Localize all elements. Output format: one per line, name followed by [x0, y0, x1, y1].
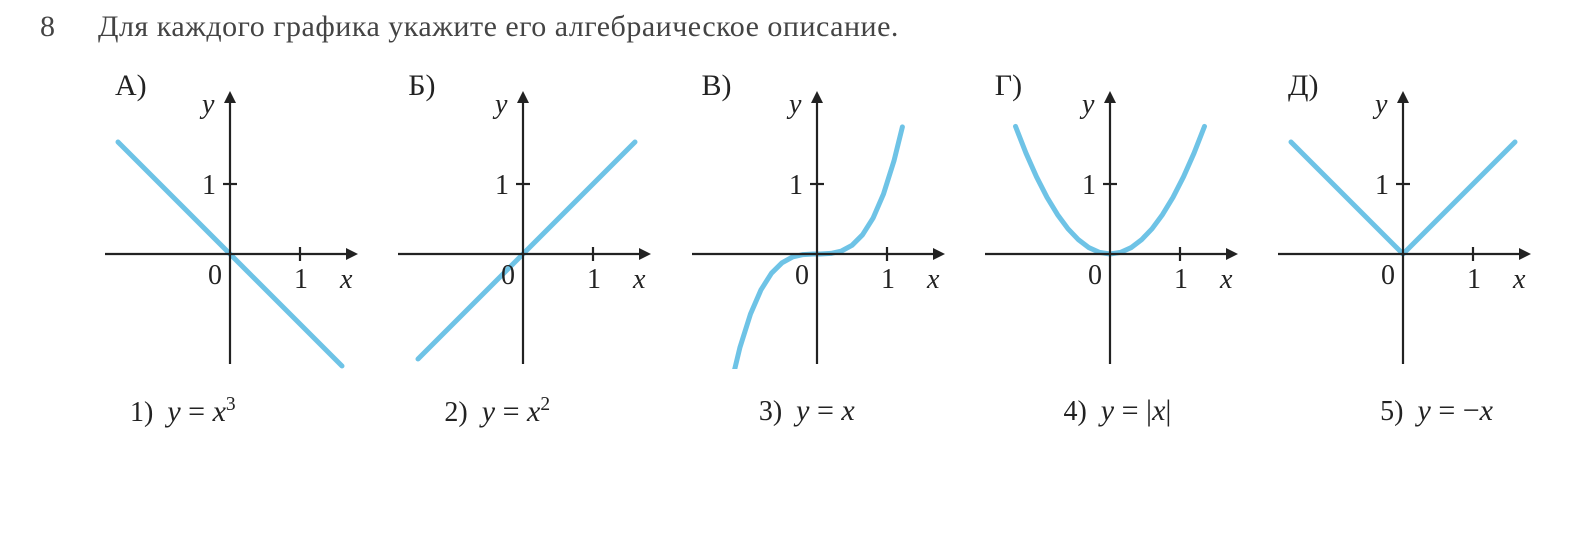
svg-text:1: 1	[881, 264, 895, 295]
svg-text:y: y	[492, 89, 508, 120]
svg-text:1: 1	[202, 170, 216, 201]
plot-A: А)011xy	[90, 69, 370, 369]
svg-text:y: y	[1372, 89, 1388, 120]
plot-svg-G: 011xy	[980, 89, 1240, 369]
answer-option: 4)y = |x|	[1063, 394, 1171, 429]
svg-text:x: x	[1219, 264, 1233, 295]
answer-option: 3)y = x	[759, 394, 855, 429]
svg-text:1: 1	[1375, 170, 1389, 201]
svg-text:1: 1	[587, 264, 601, 295]
svg-text:x: x	[339, 264, 353, 295]
svg-text:1: 1	[495, 170, 509, 201]
svg-text:1: 1	[1082, 170, 1096, 201]
answer-number: 3)	[759, 396, 782, 428]
page: 8 Для каждого графика укажите его алгебр…	[0, 0, 1593, 534]
question-row: 8 Для каждого графика укажите его алгебр…	[40, 10, 1553, 44]
plot-svg-D: 011xy	[1273, 89, 1533, 369]
plots-row: А)011xyБ)011xyВ)011xyГ)011xyД)011xy	[90, 69, 1543, 369]
svg-text:1: 1	[294, 264, 308, 295]
plot-G: Г)011xy	[970, 69, 1250, 369]
svg-text:1: 1	[1467, 264, 1481, 295]
svg-text:y: y	[1079, 89, 1095, 120]
question-text: Для каждого графика укажите его алгебраи…	[98, 10, 899, 44]
svg-text:0: 0	[795, 260, 809, 291]
plot-svg-A: 011xy	[100, 89, 360, 369]
svg-text:1: 1	[789, 170, 803, 201]
svg-text:0: 0	[501, 260, 515, 291]
svg-text:1: 1	[1174, 264, 1188, 295]
answer-number: 1)	[130, 397, 153, 429]
svg-text:x: x	[926, 264, 940, 295]
plot-V: В)011xy	[677, 69, 957, 369]
plot-D: Д)011xy	[1263, 69, 1543, 369]
plot-B: Б)011xy	[383, 69, 663, 369]
answer-number: 4)	[1063, 396, 1086, 428]
answer-option: 1)y = x3	[130, 394, 236, 429]
answer-number: 5)	[1380, 396, 1403, 428]
question-number: 8	[40, 10, 70, 44]
answers-row: 1)y = x3 2)y = x2 3)y = x 4)y = |x| 5)y = −x	[130, 394, 1493, 429]
svg-text:y: y	[199, 89, 215, 120]
svg-text:x: x	[1512, 264, 1526, 295]
plot-svg-V: 011xy	[687, 89, 947, 369]
answer-option: 5)y = −x	[1380, 394, 1493, 429]
svg-text:y: y	[786, 89, 802, 120]
plot-svg-B: 011xy	[393, 89, 653, 369]
answer-number: 2)	[444, 397, 467, 429]
svg-text:0: 0	[1381, 260, 1395, 291]
answer-option: 2)y = x2	[444, 394, 550, 429]
svg-text:x: x	[632, 264, 646, 295]
svg-text:0: 0	[208, 260, 222, 291]
svg-text:0: 0	[1088, 260, 1102, 291]
